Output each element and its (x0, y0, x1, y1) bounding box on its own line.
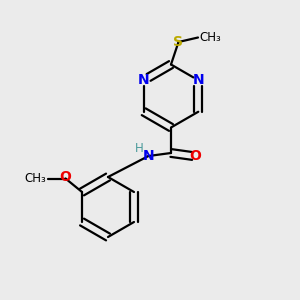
Text: N: N (193, 73, 204, 87)
Text: O: O (60, 170, 71, 184)
Text: H: H (134, 142, 143, 155)
Text: N: N (143, 149, 154, 163)
Text: CH₃: CH₃ (200, 31, 221, 44)
Text: CH₃: CH₃ (24, 172, 46, 185)
Text: O: O (190, 149, 202, 163)
Text: S: S (173, 35, 184, 49)
Text: N: N (138, 73, 149, 87)
